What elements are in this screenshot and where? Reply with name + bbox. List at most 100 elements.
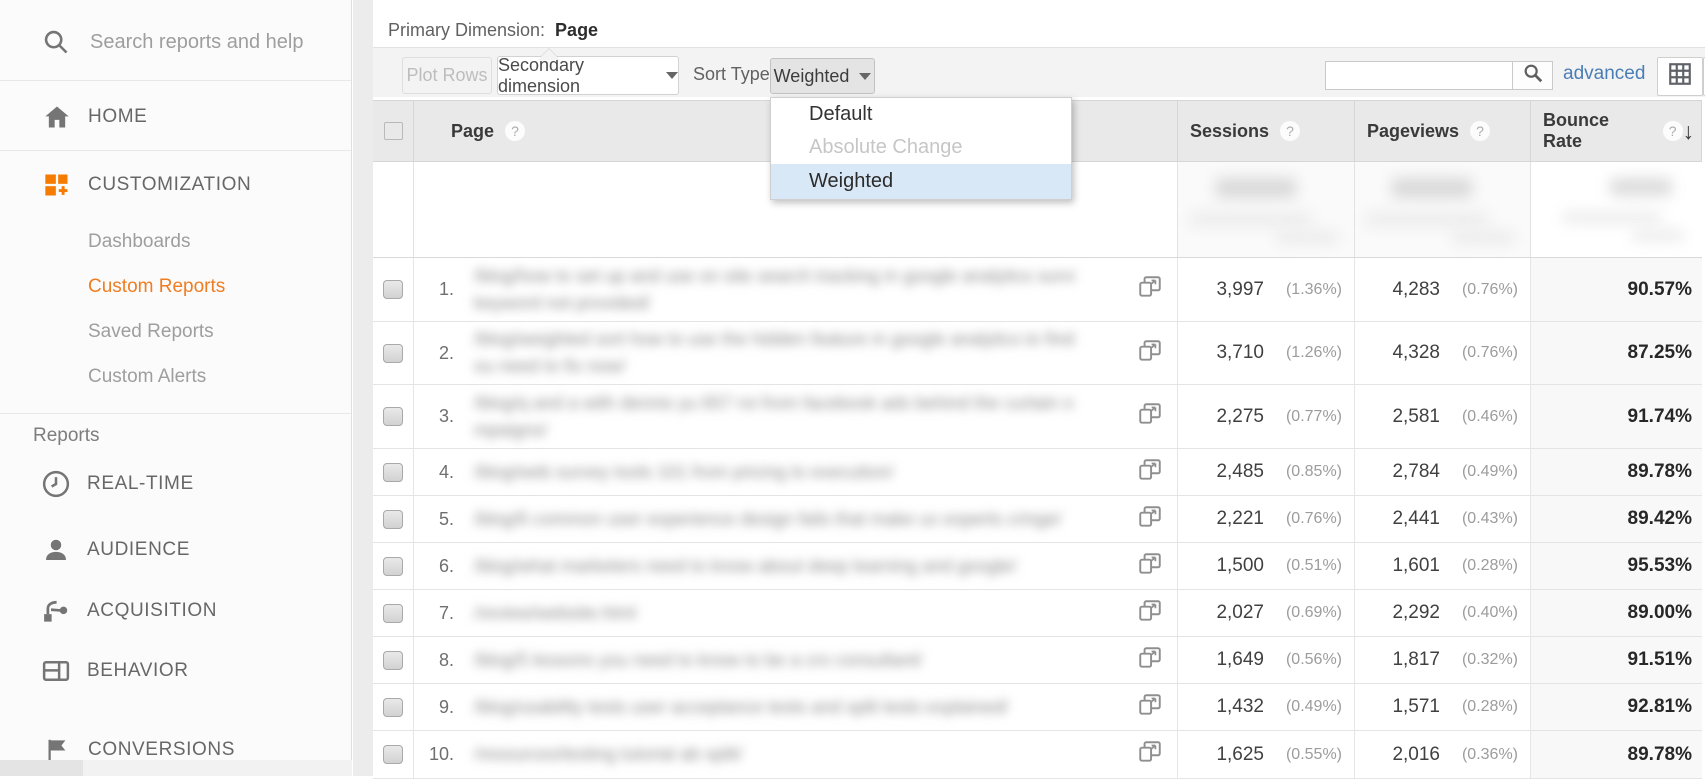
sessions-percent: (0.55%) — [1285, 745, 1342, 763]
pageviews-cell: 2,581 (0.46%) — [1354, 385, 1530, 448]
sessions-percent: (0.49%) — [1285, 698, 1342, 715]
open-in-new-window-icon[interactable] — [1137, 645, 1163, 676]
page-link-blurred[interactable]: /review/website.html — [474, 602, 637, 623]
row-checkbox[interactable] — [383, 343, 403, 363]
data-view-toggle-table[interactable] — [1657, 57, 1703, 96]
sidebar-item-custom-reports[interactable]: Custom Reports — [0, 273, 351, 301]
open-in-new-window-icon[interactable] — [1137, 338, 1163, 369]
open-in-new-window-icon[interactable] — [1137, 551, 1163, 582]
header-bounce-rate[interactable]: Bounce Rate ? ↓ — [1530, 101, 1702, 161]
header-page[interactable]: Page ? — [413, 101, 1177, 161]
open-in-new-window-icon[interactable] — [1137, 598, 1163, 629]
menu-item-default[interactable]: Default — [809, 103, 873, 125]
row-checkbox[interactable] — [383, 650, 403, 670]
pageviews-cell: 1,817 (0.32%) — [1354, 637, 1530, 683]
table-row: 4. /blog/web survey tools 101 from pricin… — [373, 449, 1702, 496]
row-checkbox-cell — [373, 731, 413, 778]
help-icon[interactable]: ? — [1662, 121, 1683, 141]
row-checkbox[interactable] — [383, 745, 403, 764]
row-checkbox-cell — [373, 543, 413, 589]
help-icon[interactable]: ? — [1470, 121, 1491, 141]
page-link-blurred[interactable]: /blog/5 lessons you need to know to be a… — [474, 649, 923, 670]
sidebar-item-label: AUDIENCE — [87, 539, 190, 560]
sort-direction-arrow-icon[interactable]: ↓ — [1682, 117, 1695, 144]
grid-view-icon — [1667, 61, 1693, 92]
row-checkbox[interactable] — [383, 556, 403, 576]
menu-item-weighted[interactable]: Weighted — [771, 164, 1071, 199]
header-checkbox-cell — [373, 101, 413, 161]
page-link-blurred[interactable]: /blog/what marketers need to know about … — [474, 555, 1017, 576]
sessions-value: 3,997 — [1216, 278, 1264, 300]
help-icon[interactable]: ? — [1280, 121, 1301, 141]
sessions-cell: 2,485 (0.85%) — [1177, 449, 1354, 495]
secondary-dimension-dropdown[interactable]: Secondary dimension — [497, 55, 679, 96]
data-view-toggle-percentage[interactable] — [1703, 57, 1705, 96]
page-link-blurred[interactable]: /blog/q and a with dennis yu 657 roi fro… — [474, 392, 1074, 440]
sidebar-item-real-time[interactable]: REAL-TIME — [0, 460, 351, 508]
sessions-value: 1,625 — [1216, 743, 1264, 765]
table-search-button[interactable] — [1512, 61, 1553, 90]
table-row: 6. /blog/what marketers need to know abou… — [373, 543, 1702, 590]
open-in-new-window-icon[interactable] — [1137, 739, 1163, 770]
page-link-blurred[interactable]: /resources/testing tutorial ab split/ — [474, 744, 743, 764]
sidebar-reports-heading: Reports — [0, 422, 351, 450]
table-search-input[interactable] — [1325, 61, 1513, 90]
page-cell: 9. /blog/usability tests user acceptance … — [413, 684, 1177, 730]
open-in-new-window-icon[interactable] — [1137, 274, 1163, 305]
advanced-search-link[interactable]: advanced — [1563, 63, 1646, 84]
row-checkbox-cell — [373, 322, 413, 384]
sidebar-item-customization[interactable]: CUSTOMIZATION — [0, 161, 351, 209]
sessions-percent: (0.85%) — [1285, 463, 1342, 480]
sidebar-search[interactable]: Search reports and help — [0, 18, 351, 66]
sidebar-item-custom-alerts[interactable]: Custom Alerts — [0, 363, 351, 391]
sessions-value: 3,710 — [1216, 342, 1264, 363]
pageviews-cell: 2,441 (0.43%) — [1354, 496, 1530, 542]
row-checkbox[interactable] — [383, 509, 403, 529]
bounce-rate-cell: 89.78% — [1530, 449, 1702, 495]
row-checkbox[interactable] — [383, 603, 403, 623]
open-in-new-window-icon[interactable] — [1137, 401, 1163, 432]
header-pageviews[interactable]: Pageviews ? — [1354, 101, 1530, 161]
flag-icon — [31, 737, 84, 764]
plot-rows-button[interactable]: Plot Rows — [402, 57, 492, 94]
sidebar-item-label: Custom Alerts — [88, 366, 207, 387]
sessions-value: 2,485 — [1216, 461, 1264, 482]
select-all-checkbox[interactable] — [383, 122, 403, 140]
sidebar-item-label: ACQUISITION — [87, 600, 218, 621]
page-link-blurred[interactable]: /blog/usability tests user acceptance te… — [474, 696, 1009, 717]
page-link-blurred[interactable]: /blog/weighted sort how to use the hidde… — [474, 329, 1074, 376]
sidebar-item-label: CONVERSIONS — [88, 739, 236, 760]
header-sessions[interactable]: Sessions ? — [1177, 101, 1354, 161]
open-in-new-window-icon[interactable] — [1137, 692, 1163, 723]
open-in-new-window-icon[interactable] — [1137, 504, 1163, 535]
row-checkbox[interactable] — [383, 697, 403, 717]
table-row: 10. /resources/testing tutorial ab split/… — [373, 731, 1702, 779]
pageviews-value: 2,581 — [1392, 405, 1440, 427]
sidebar-item-home[interactable]: HOME — [0, 93, 351, 141]
pageviews-percent: (0.43%) — [1461, 510, 1518, 527]
help-icon[interactable]: ? — [505, 121, 526, 141]
sessions-value: 1,432 — [1216, 696, 1264, 717]
row-checkbox[interactable] — [383, 280, 403, 299]
sidebar: Search reports and help HOME CUSTOMIZATI… — [0, 0, 352, 776]
table-row: 8. /blog/5 lessons you need to know to be… — [373, 637, 1702, 684]
sidebar-item-acquisition[interactable]: ACQUISITION — [0, 587, 351, 635]
sidebar-item-behavior[interactable]: BEHAVIOR — [0, 647, 351, 695]
sidebar-item-conversions[interactable]: CONVERSIONS — [0, 726, 351, 774]
page-link-blurred[interactable]: /blog/6 common user experience design fa… — [474, 508, 1062, 529]
primary-dimension-value[interactable]: Page — [555, 20, 599, 40]
sessions-percent: (0.76%) — [1285, 510, 1342, 527]
page-link-blurred[interactable]: /blog/how to set up and use on site sear… — [474, 265, 1074, 313]
topbar: Primary Dimension: Page — [373, 0, 1705, 47]
reports-heading-label: Reports — [33, 425, 100, 446]
row-checkbox[interactable] — [383, 407, 403, 426]
pageviews-cell: 4,283 (0.76%) — [1354, 258, 1530, 321]
sidebar-item-audience[interactable]: AUDIENCE — [0, 526, 351, 574]
customization-icon — [30, 171, 84, 199]
sidebar-item-dashboards[interactable]: Dashboards — [0, 228, 351, 256]
open-in-new-window-icon[interactable] — [1137, 457, 1163, 488]
row-checkbox[interactable] — [383, 462, 403, 482]
sidebar-item-saved-reports[interactable]: Saved Reports — [0, 318, 351, 346]
page-link-blurred[interactable]: /blog/web survey tools 101 from pricing … — [474, 461, 894, 482]
sort-type-dropdown[interactable]: Weighted — [770, 58, 875, 94]
